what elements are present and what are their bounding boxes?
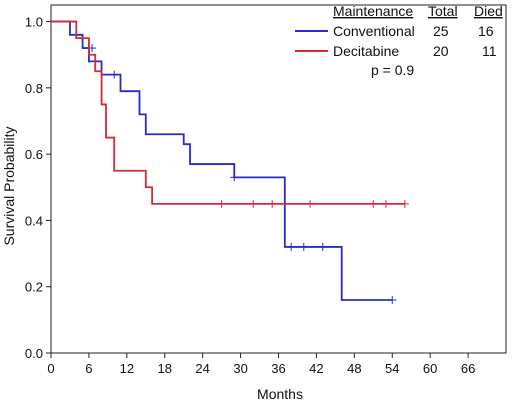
x-tick-label-36: 36	[271, 361, 285, 376]
y-tick-label-0.8: 0.8	[25, 81, 43, 96]
x-tick-label-6: 6	[85, 361, 92, 376]
x-tick-label-30: 30	[233, 361, 247, 376]
y-tick-label-1.0: 1.0	[25, 15, 43, 30]
y-tick-label-0.0: 0.0	[25, 346, 43, 361]
x-tick-label-18: 18	[158, 361, 172, 376]
series-layer	[51, 20, 409, 304]
x-tick-label-24: 24	[195, 361, 209, 376]
legend-header-total: Total	[428, 3, 458, 19]
x-tick-label-54: 54	[385, 361, 399, 376]
x-tick-label-42: 42	[309, 361, 323, 376]
legend-total-decitabine: 20	[433, 43, 449, 59]
legend-died-conventional: 16	[478, 23, 494, 39]
series-line-conventional	[51, 20, 393, 301]
x-tick-label-48: 48	[347, 361, 361, 376]
y-tick-label-0.2: 0.2	[25, 280, 43, 295]
legend-header-maintenance: Maintenance	[333, 3, 413, 19]
y-tick-label-0.4: 0.4	[25, 213, 43, 228]
legend-header-died: Died	[474, 3, 503, 19]
x-tick-label-12: 12	[120, 361, 134, 376]
series-line-decitabine	[51, 20, 405, 205]
legend-total-conventional: 25	[433, 23, 449, 39]
legend-label-decitabine: Decitabine	[333, 43, 399, 59]
legend-label-conventional: Conventional	[333, 23, 415, 39]
legend: Maintenance Total Died Conventional 25 1…	[295, 3, 503, 78]
x-tick-label-66: 66	[461, 361, 475, 376]
y-tick-label-0.6: 0.6	[25, 147, 43, 162]
x-tick-label-60: 60	[423, 361, 437, 376]
x-tick-label-0: 0	[47, 361, 54, 376]
legend-died-decitabine: 11	[482, 43, 497, 59]
y-axis-title: Survival Probability	[1, 126, 17, 245]
ticks: 0 6 12 18 24 30 36 42 48 54 60 66 0.0 0.2 0.4 0.6 0.8 1.0	[25, 15, 475, 376]
p-value: p = 0.9	[371, 62, 414, 78]
x-axis-title: Months	[257, 386, 303, 402]
